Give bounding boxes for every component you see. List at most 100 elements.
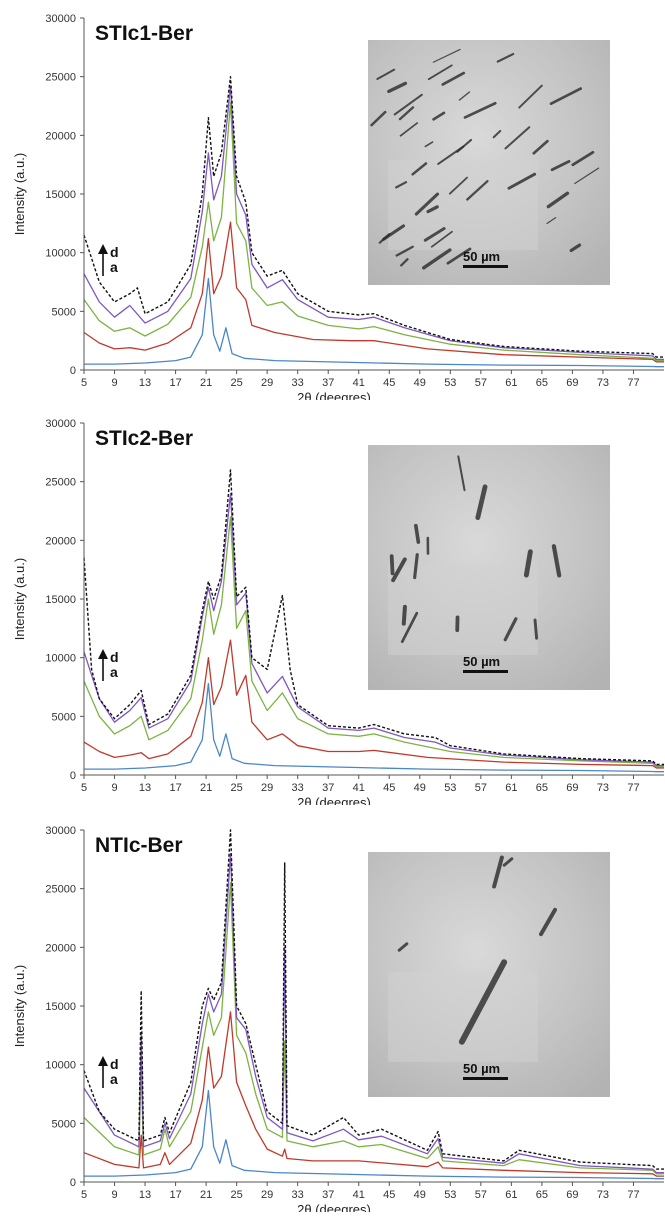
x-tick-label: 9 [111,782,117,794]
micrograph-inset [368,445,610,690]
x-tick-label: 25 [231,377,243,389]
micrograph-particle [448,176,468,195]
micrograph-particle [437,145,465,165]
x-tick-label: 61 [505,1189,517,1201]
arrow-label-bottom: a [110,259,118,275]
y-tick-label: 15000 [45,594,76,606]
x-tick-label: 77 [627,377,639,389]
y-tick-label: 25000 [45,477,76,489]
y-tick-label: 10000 [45,1060,76,1072]
x-tick-label: 9 [111,377,117,389]
x-tick-label: 61 [505,377,517,389]
x-tick-label: 33 [292,782,304,794]
x-tick-label: 41 [353,782,365,794]
x-tick-label: 17 [169,1189,181,1201]
micrograph-particle [446,247,472,265]
x-tick-label: 49 [414,377,426,389]
y-tick-label: 15000 [45,189,76,201]
micrograph-particle [475,484,488,521]
y-tick-label: 20000 [45,535,76,547]
micrograph-particle [539,907,557,937]
x-tick-label: 13 [139,377,151,389]
series-line-3 [83,516,664,768]
x-tick-label: 41 [353,1189,365,1201]
micrograph-particle [441,71,466,86]
x-tick-label: 25 [231,1189,243,1201]
series-line-1 [84,1089,664,1180]
x-tick-label: 69 [566,1189,578,1201]
x-tick-label: 69 [566,782,578,794]
x-tick-label: 9 [111,1189,117,1201]
micrograph-particle [426,205,439,214]
series-line-4 [83,492,664,767]
micrograph-particle [496,52,515,63]
y-tick-label: 25000 [45,884,76,896]
micrograph-particle [432,111,446,121]
micrograph-particle [398,106,415,121]
micrograph-particle [413,553,419,580]
series-order-arrow [98,649,108,681]
micrograph-particle [399,122,419,137]
y-axis-label: Intensity (a.u.) [12,965,27,1047]
micrograph-particle [424,141,434,148]
micrograph-particle [457,455,466,492]
x-tick-label: 53 [444,377,456,389]
y-axis-label: Intensity (a.u.) [12,153,27,235]
series-line-4 [83,85,664,361]
x-tick-label: 77 [627,782,639,794]
micrograph-particle [414,523,421,544]
micrograph-particle [422,248,452,270]
micrograph-particle [395,181,408,189]
x-tick-label: 13 [139,1189,151,1201]
x-tick-label: 41 [353,377,365,389]
y-tick-label: 30000 [45,418,76,430]
micrograph-particle [518,84,543,109]
x-tick-label: 45 [383,1189,395,1201]
y-tick-label: 0 [70,365,76,377]
series-order-arrow [98,1056,108,1088]
x-tick-label: 21 [200,782,212,794]
x-tick-label: 77 [627,1189,639,1201]
micrograph-particle [546,191,570,209]
micrograph-particle [503,617,518,642]
panel-title: STIc1-Ber [95,22,193,45]
x-tick-label: 37 [322,1189,334,1201]
micrograph-particle [432,48,461,63]
y-axis-label: Intensity (a.u.) [12,558,27,640]
chart-svg: 0 5000 10000 15000 20000 25000 30000 5 9 13 17 21 25… [12,13,664,400]
y-tick-label: 0 [70,770,76,782]
micrograph-particle [382,224,406,241]
x-tick-label: 17 [169,782,181,794]
series-line-5 [83,469,664,766]
micrograph-particle [463,101,497,119]
scale-bar-label: 50 µm [463,654,500,669]
x-tick-label: 73 [597,1189,609,1201]
arrow-label-bottom: a [110,1071,118,1087]
y-tick-label: 15000 [45,1001,76,1013]
micrograph-particle [430,230,453,248]
y-tick-label: 5000 [52,711,76,723]
y-tick-label: 20000 [45,130,76,142]
x-tick-label: 33 [292,377,304,389]
micrograph-particle [391,557,407,583]
x-axis-label: 2θ (deegres) [297,1202,371,1212]
x-tick-label: 37 [322,377,334,389]
x-tick-label: 29 [261,782,273,794]
micrograph-particle [549,87,583,106]
series-line-1 [84,277,664,368]
micrograph-particle [466,180,489,201]
micrograph-particle [532,139,549,155]
x-tick-label: 73 [597,377,609,389]
micrograph-inset [368,852,610,1097]
scale-bar [463,670,508,673]
scale-bar [463,1077,508,1080]
arrow-label-top: d [110,244,119,260]
x-tick-label: 53 [444,1189,456,1201]
x-tick-label: 5 [81,782,87,794]
x-tick-label: 5 [81,377,87,389]
micrograph-particle [504,126,531,150]
x-tick-label: 37 [322,782,334,794]
micrograph-particle [551,544,562,578]
x-tick-label: 17 [169,377,181,389]
